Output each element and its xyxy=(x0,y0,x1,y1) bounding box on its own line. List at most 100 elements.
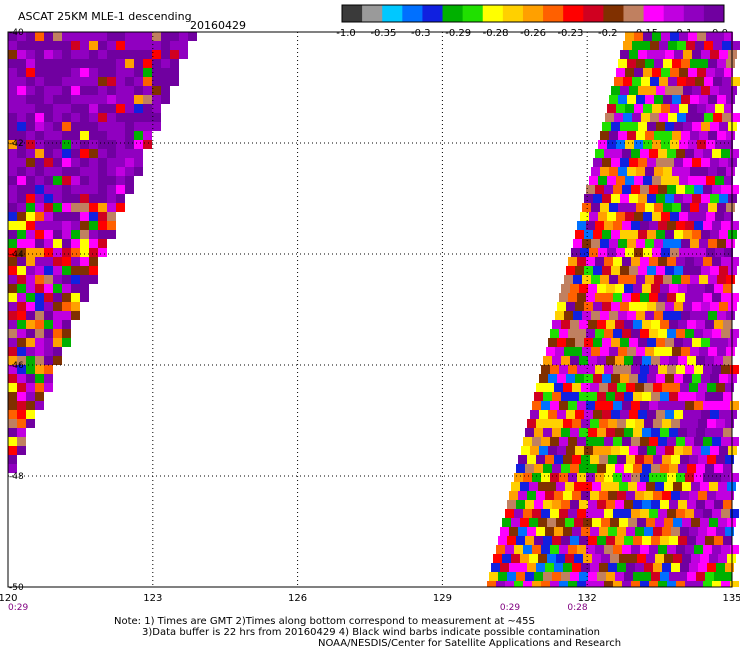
swath-cell xyxy=(579,320,588,329)
swath-cell xyxy=(44,356,53,365)
swath-cell xyxy=(726,239,735,248)
swath-cell xyxy=(707,491,716,500)
swath-cell xyxy=(642,464,651,473)
swath-cell xyxy=(35,104,44,113)
swath-cell xyxy=(80,284,89,293)
swath-cell xyxy=(62,221,71,230)
product-date: 20160429 xyxy=(190,19,246,32)
swath-cell xyxy=(649,185,658,194)
swath-cell xyxy=(673,482,682,491)
swath-cell xyxy=(622,545,631,554)
swath-cell xyxy=(534,536,543,545)
swath-cell xyxy=(53,266,62,275)
swath-cell xyxy=(125,77,134,86)
swath-cell xyxy=(617,563,626,572)
swath-cell xyxy=(658,221,667,230)
swath-cell xyxy=(552,572,561,581)
swath-cell xyxy=(624,320,633,329)
swath-cell xyxy=(708,59,717,68)
swath-cell xyxy=(667,581,676,587)
swath-cell xyxy=(676,257,685,266)
swath-cell xyxy=(656,50,665,59)
swath-cell xyxy=(628,518,637,527)
swath-cell xyxy=(500,527,509,536)
swath-cell xyxy=(98,239,107,248)
swath-cell xyxy=(618,275,627,284)
swath-cell xyxy=(89,41,98,50)
swath-cell xyxy=(645,59,654,68)
swath-cell xyxy=(53,59,62,68)
swath-cell xyxy=(707,563,716,572)
swath-cell xyxy=(600,131,609,140)
swath-cell xyxy=(601,554,610,563)
swath-cell xyxy=(143,104,152,113)
swath-cell xyxy=(624,356,633,365)
swath-cell xyxy=(584,374,593,383)
swath-cell xyxy=(548,410,557,419)
swath-cell xyxy=(699,95,708,104)
swath-cell xyxy=(44,113,53,122)
swath-cell xyxy=(125,68,134,77)
swath-cell xyxy=(718,554,727,563)
swath-cell xyxy=(689,419,698,428)
swath-cell xyxy=(687,356,696,365)
swath-cell xyxy=(656,158,665,167)
swath-cell xyxy=(532,473,541,482)
swath-cell xyxy=(561,428,570,437)
swath-cell xyxy=(98,32,107,41)
swath-cell xyxy=(640,257,649,266)
colorbar-label: -0.2 xyxy=(598,28,618,39)
swath-cell xyxy=(656,122,665,131)
swath-cell xyxy=(532,509,541,518)
swath-cell xyxy=(8,374,17,383)
swath-cell xyxy=(152,77,161,86)
swath-cell xyxy=(659,113,668,122)
swath-cell xyxy=(8,356,17,365)
swath-cell xyxy=(694,545,703,554)
swath-cell xyxy=(26,401,35,410)
swath-cell xyxy=(541,437,550,446)
swath-cell xyxy=(647,266,656,275)
swath-cell xyxy=(652,68,661,77)
swath-cell xyxy=(582,239,591,248)
swath-cell xyxy=(600,203,609,212)
swath-cell xyxy=(559,437,568,446)
swath-cell xyxy=(62,95,71,104)
swath-cell xyxy=(606,572,615,581)
swath-cell xyxy=(89,158,98,167)
swath-cell xyxy=(719,338,728,347)
swath-cell xyxy=(26,194,35,203)
swath-cell xyxy=(26,392,35,401)
swath-cell xyxy=(8,302,17,311)
swath-cell xyxy=(62,158,71,167)
swath-cell xyxy=(712,581,721,587)
swath-cell xyxy=(80,212,89,221)
swath-cell xyxy=(703,437,712,446)
swath-cell xyxy=(658,473,667,482)
swath-cell xyxy=(667,185,676,194)
swath-cell xyxy=(572,563,581,572)
swath-cell xyxy=(559,293,568,302)
swath-cell xyxy=(685,257,694,266)
swath-cell xyxy=(588,320,597,329)
swath-cell xyxy=(640,581,649,587)
swath-cell xyxy=(665,230,674,239)
swath-cell xyxy=(44,86,53,95)
swath-cell xyxy=(660,284,669,293)
swath-cell xyxy=(633,320,642,329)
swath-cell xyxy=(597,536,606,545)
swath-cell xyxy=(591,203,600,212)
swath-cell xyxy=(125,185,134,194)
latitude-label: -48 xyxy=(9,472,24,482)
swath-cell xyxy=(724,104,733,113)
swath-cell xyxy=(125,167,134,176)
swath-cell xyxy=(697,140,706,149)
swath-cell xyxy=(548,446,557,455)
swath-cell xyxy=(661,212,670,221)
swath-cell xyxy=(631,581,640,587)
swath-cell xyxy=(701,446,710,455)
swath-cell xyxy=(580,248,589,257)
swath-cell xyxy=(579,500,588,509)
swath-cell xyxy=(80,230,89,239)
swath-cell xyxy=(107,68,116,77)
